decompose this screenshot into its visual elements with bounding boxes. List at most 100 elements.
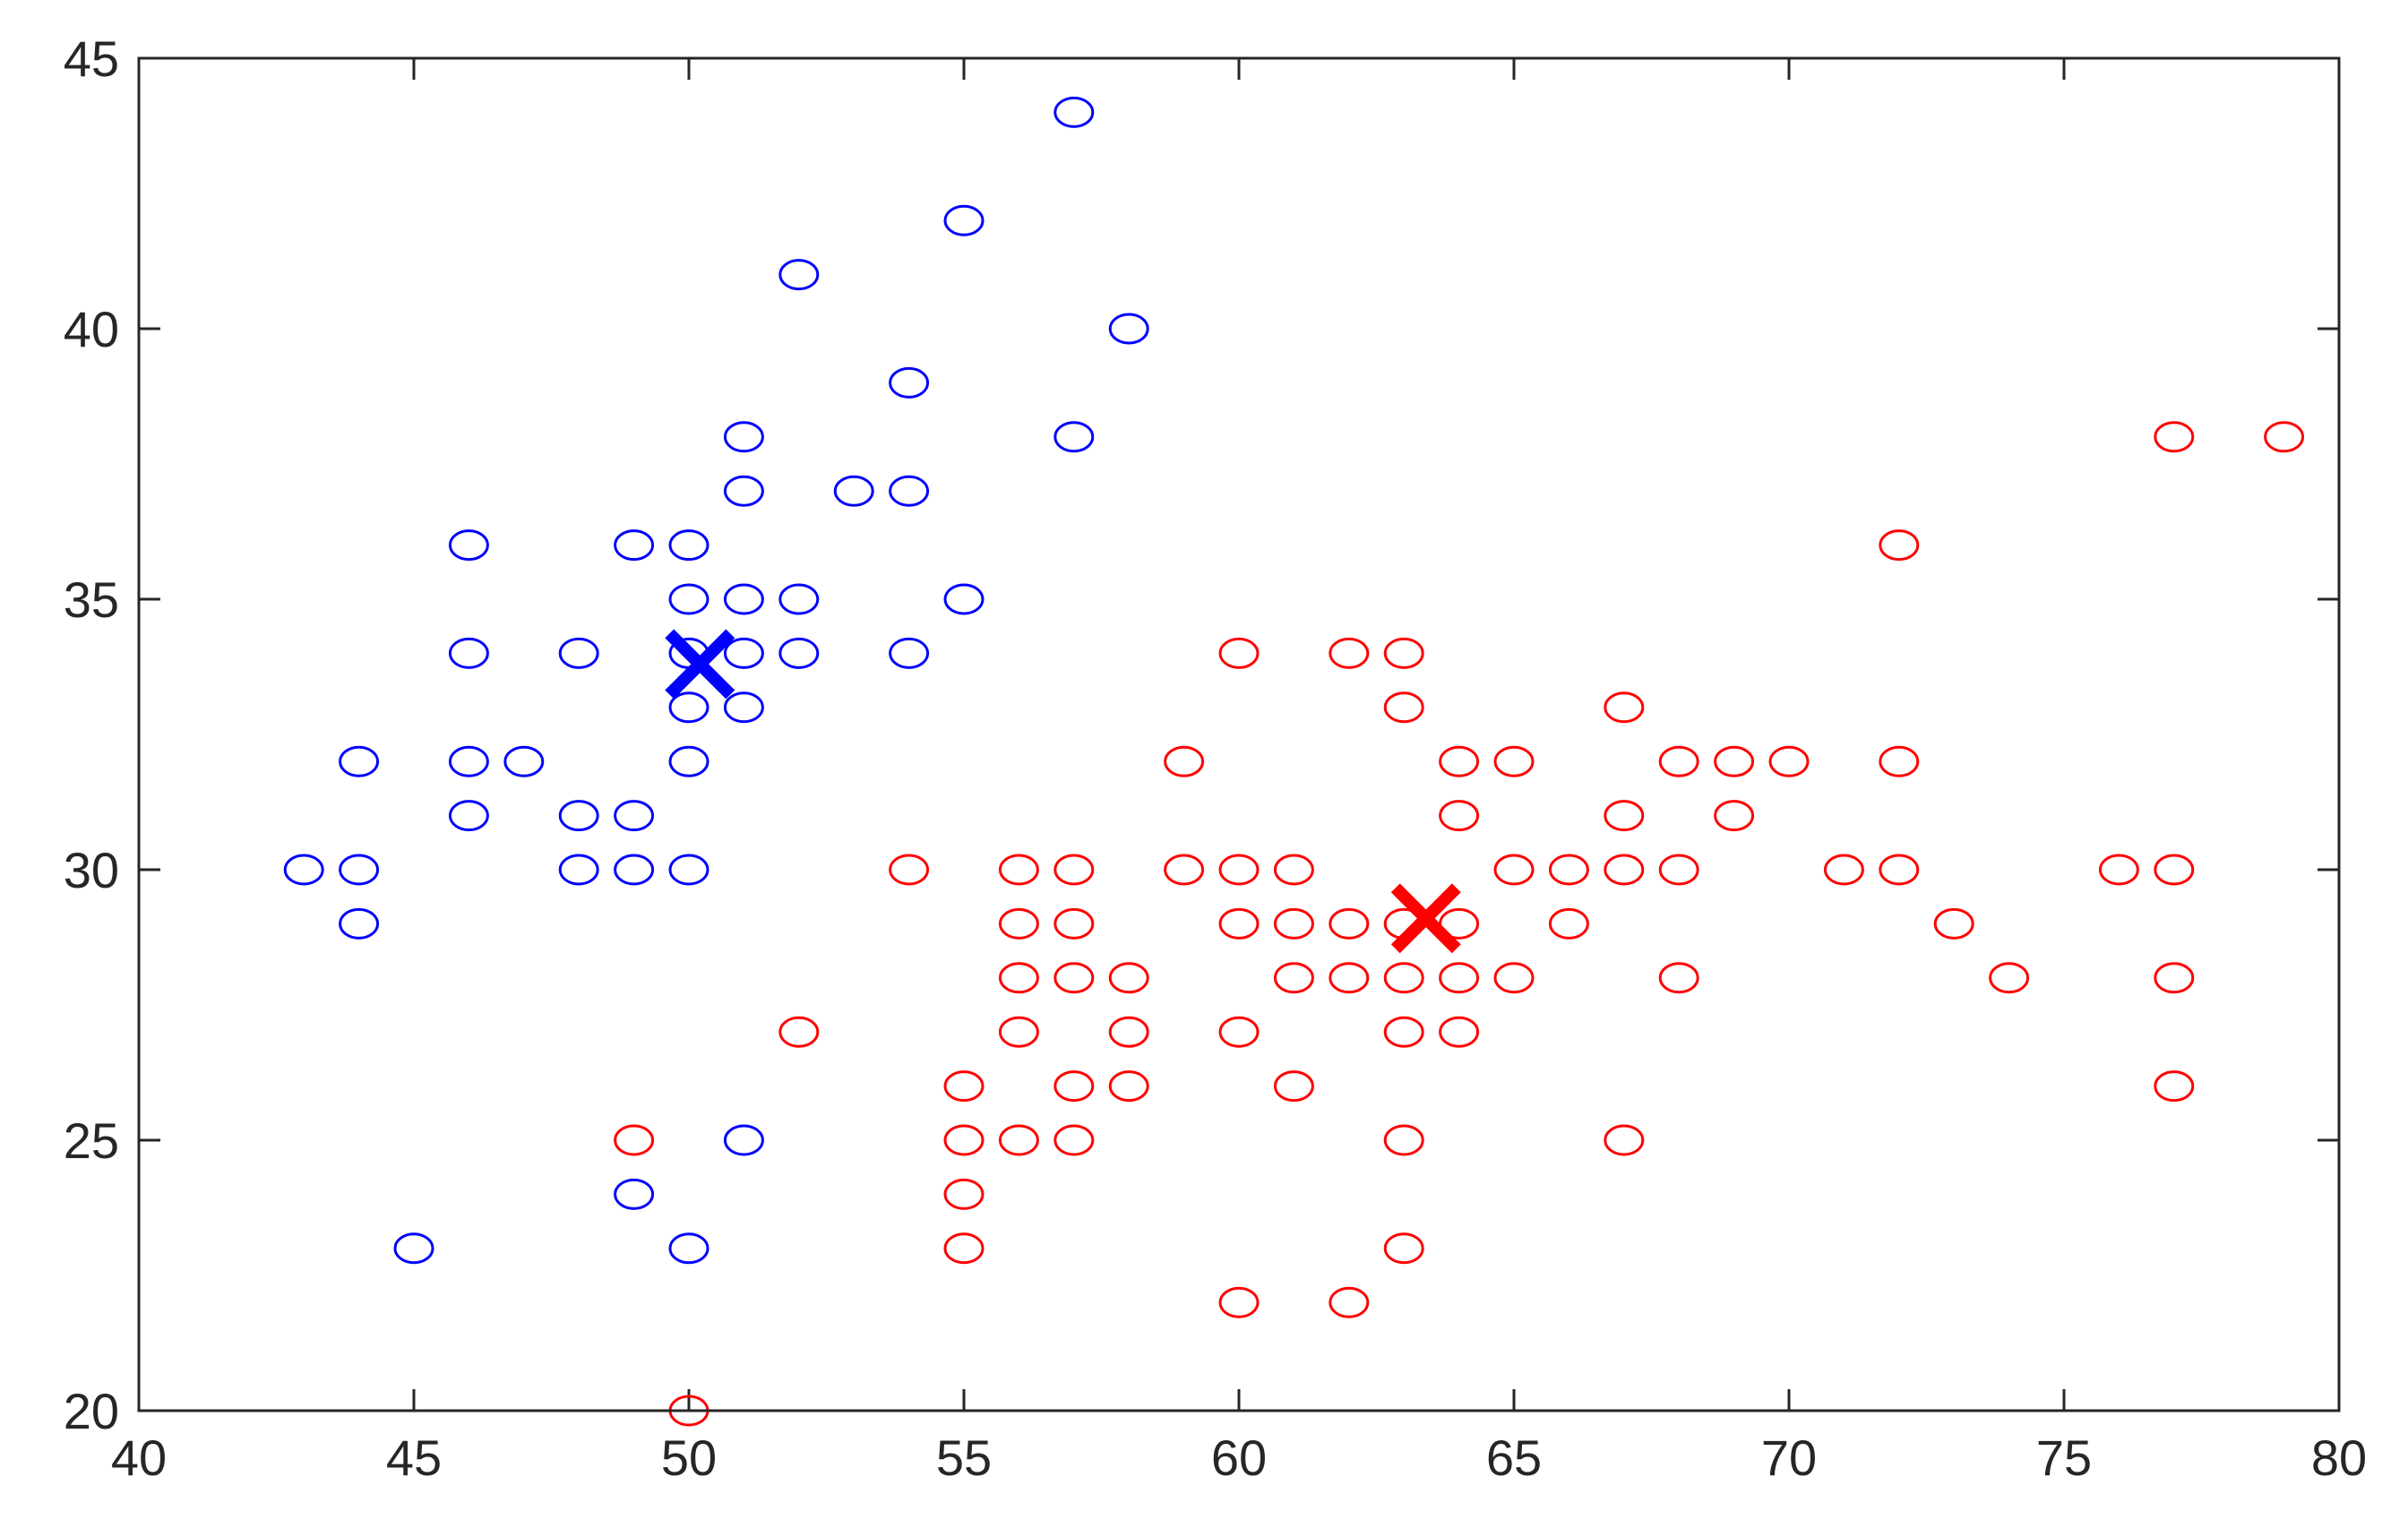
data-point	[614, 1178, 655, 1210]
data-point	[339, 745, 380, 777]
x-tick-label: 70	[1761, 1429, 1817, 1486]
data-point	[558, 800, 599, 832]
x-tick-label: 75	[2036, 1429, 2092, 1486]
data-point	[1658, 745, 1699, 777]
x-axis-tick-labels: 40 45 50 55 60 65 70 75 80	[111, 1429, 2367, 1486]
x-tick-label: 45	[386, 1429, 442, 1486]
data-point	[1823, 854, 1864, 886]
data-point	[1933, 907, 1974, 940]
data-point	[1164, 854, 1205, 886]
data-point	[1493, 962, 1535, 994]
data-point	[1054, 421, 1095, 453]
data-point	[723, 583, 764, 615]
data-point	[1054, 854, 1095, 886]
data-point	[778, 583, 820, 615]
centroid-marker-1	[1390, 883, 1461, 954]
data-point	[1218, 637, 1260, 669]
data-point	[1548, 907, 1589, 940]
x-tick-label: 65	[1486, 1429, 1542, 1486]
data-point	[889, 854, 930, 886]
series-0-points	[283, 96, 1149, 1265]
data-point	[723, 691, 764, 724]
data-point	[1439, 962, 1480, 994]
data-point	[668, 1232, 710, 1265]
data-point	[393, 1232, 434, 1265]
data-point	[1604, 800, 1645, 832]
data-point	[1329, 637, 1370, 669]
data-point	[1329, 907, 1370, 940]
data-point	[448, 529, 489, 562]
data-point	[778, 637, 820, 669]
data-point	[503, 745, 545, 777]
data-point	[1383, 962, 1424, 994]
y-tick-label: 40	[64, 301, 119, 357]
data-point	[1273, 907, 1314, 940]
data-point	[668, 583, 710, 615]
centroid-stroke	[1390, 883, 1461, 954]
data-point	[1383, 1016, 1424, 1048]
centroid-marker-0	[665, 629, 735, 700]
data-point	[1714, 800, 1755, 832]
data-point	[998, 907, 1039, 940]
data-point	[889, 475, 930, 507]
data-point	[1604, 691, 1645, 724]
data-point	[1273, 1070, 1314, 1103]
x-tick-label: 80	[2311, 1429, 2367, 1486]
data-point	[998, 854, 1039, 886]
data-point	[1383, 637, 1424, 669]
data-point	[1054, 907, 1095, 940]
data-point	[1658, 854, 1699, 886]
data-point	[1273, 962, 1314, 994]
data-point	[1879, 745, 1920, 777]
data-point	[778, 1016, 820, 1048]
data-point	[1383, 1124, 1424, 1156]
data-point	[889, 637, 930, 669]
data-point	[1329, 962, 1370, 994]
data-point	[1054, 962, 1095, 994]
data-point	[1604, 854, 1645, 886]
data-point	[1329, 1286, 1370, 1318]
data-point	[2264, 421, 2305, 453]
data-point	[943, 583, 985, 615]
data-point	[1164, 745, 1205, 777]
data-point	[2098, 854, 2139, 886]
data-point	[1439, 745, 1480, 777]
data-point	[668, 854, 710, 886]
data-point	[1218, 1286, 1260, 1318]
data-point	[448, 800, 489, 832]
data-point	[558, 854, 599, 886]
data-point	[1108, 962, 1149, 994]
data-point	[943, 1178, 985, 1210]
data-point	[614, 800, 655, 832]
data-point	[668, 691, 710, 724]
y-tick-label: 25	[64, 1112, 119, 1169]
data-point	[1218, 854, 1260, 886]
data-point	[614, 529, 655, 562]
data-point	[1439, 800, 1480, 832]
data-point	[723, 637, 764, 669]
data-point	[1383, 1232, 1424, 1265]
data-point	[723, 1124, 764, 1156]
y-axis-tick-labels: 20 25 30 35 40 45	[64, 30, 119, 1439]
data-point	[833, 475, 874, 507]
y-tick-label: 30	[64, 842, 119, 898]
data-point	[1879, 854, 1920, 886]
data-point	[448, 745, 489, 777]
data-point	[1273, 854, 1314, 886]
data-point	[1108, 313, 1149, 345]
data-point	[723, 421, 764, 453]
data-point	[943, 1232, 985, 1265]
data-points	[283, 96, 2305, 1427]
data-point	[1658, 962, 1699, 994]
data-point	[998, 1016, 1039, 1048]
data-point	[778, 259, 820, 291]
data-point	[448, 637, 489, 669]
plot-background	[139, 58, 2339, 1411]
centroid-markers	[665, 629, 1461, 954]
data-point	[1879, 529, 1920, 562]
data-point	[1604, 1124, 1645, 1156]
data-point	[1218, 907, 1260, 940]
x-tick-label: 55	[936, 1429, 992, 1486]
data-point	[668, 745, 710, 777]
